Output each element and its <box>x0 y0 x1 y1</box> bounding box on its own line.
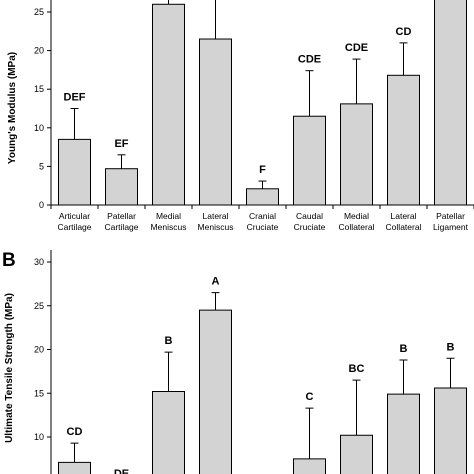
category-label-2-line-2: Cartilage <box>104 222 138 232</box>
y-tick-label-2: 10 <box>34 123 44 133</box>
category-label-5-line-2: Cruciate <box>247 222 279 232</box>
significance-label-5: F <box>259 164 266 176</box>
category-label-1-line-1: Articular <box>59 211 90 221</box>
bar-3 <box>152 391 185 474</box>
y-tick-label-3: 25 <box>34 301 44 311</box>
bar-8 <box>387 393 420 474</box>
category-label-2-line-1: Patellar <box>107 211 136 221</box>
y-tick-label-0: 10 <box>34 432 44 442</box>
y-tick-label-3: 15 <box>34 84 44 94</box>
category-label-7-line-2: Collateral <box>339 222 375 232</box>
bar-9 <box>434 387 467 474</box>
bar-2 <box>105 168 138 206</box>
category-label-4-line-2: Meniscus <box>198 222 234 232</box>
bar-4 <box>199 38 232 206</box>
significance-label-9: B <box>447 341 455 353</box>
significance-label-8: B <box>400 343 408 355</box>
category-label-6-line-1: Caudal <box>296 211 323 221</box>
bar-1 <box>58 138 91 206</box>
bar-8 <box>387 74 420 206</box>
significance-label-7: BC <box>349 363 365 375</box>
panel-label: B <box>2 250 16 271</box>
category-label-1-line-2: Cartilage <box>57 222 91 232</box>
category-label-4-line-1: Lateral <box>203 211 229 221</box>
tensile-strength-chart: CD DE B A C BC B B 10 15 20 25 30 Ultimate Tensile St… <box>2 250 467 474</box>
bar-4 <box>199 309 232 474</box>
category-label-6-line-2: Cruciate <box>294 222 326 232</box>
significance-label-4: A <box>212 276 220 288</box>
significance-label-6: C <box>306 391 314 403</box>
category-label-9-line-2: Ligament <box>433 222 469 232</box>
y-axis-title: Young's Modulus (MPa) <box>7 52 18 164</box>
significance-label-6: CDE <box>298 54 321 66</box>
y-tick-label-4: 20 <box>34 46 44 56</box>
plot-area: DEF EF F CDE CDE CD <box>58 0 467 206</box>
y-tick-label-0: 0 <box>39 200 44 210</box>
bar-7 <box>340 103 373 206</box>
category-label-7-line-1: Medial <box>344 211 369 221</box>
bar-6 <box>293 115 326 206</box>
y-axis-title: Ultimate Tensile Strength (MPa) <box>4 293 15 443</box>
category-label-8-line-2: Collateral <box>386 222 422 232</box>
bar-9 <box>434 0 467 206</box>
category-label-8-line-1: Lateral <box>391 211 417 221</box>
plot-area: CD DE B A C BC B B <box>58 276 467 474</box>
significance-label-2: EF <box>114 138 128 150</box>
significance-label-7: CDE <box>345 42 368 54</box>
category-label-9-line-1: Patellar <box>436 211 465 221</box>
category-label-3-line-1: Medial <box>156 211 181 221</box>
significance-label-1: DEF <box>64 92 86 104</box>
significance-label-2: DE <box>114 468 129 474</box>
bar-5 <box>246 188 279 206</box>
significance-label-1: CD <box>67 426 83 438</box>
youngs-modulus-chart: DEF EF F CDE CDE CD 0 5 10 15 20 25 Young's Modulus … <box>7 0 474 232</box>
category-label-3-line-2: Meniscus <box>151 222 187 232</box>
bar-1 <box>58 461 91 474</box>
y-tick-label-1: 15 <box>34 388 44 398</box>
category-label-5-line-1: Cranial <box>249 211 276 221</box>
y-tick-label-4: 30 <box>34 257 44 267</box>
significance-label-3: B <box>165 335 173 347</box>
significance-label-8: CD <box>396 26 412 38</box>
bar-7 <box>340 434 373 474</box>
bar-3 <box>152 3 185 206</box>
bar-6 <box>293 458 326 474</box>
y-tick-label-5: 25 <box>34 7 44 17</box>
y-tick-label-2: 20 <box>34 345 44 355</box>
y-tick-label-1: 5 <box>39 161 44 171</box>
